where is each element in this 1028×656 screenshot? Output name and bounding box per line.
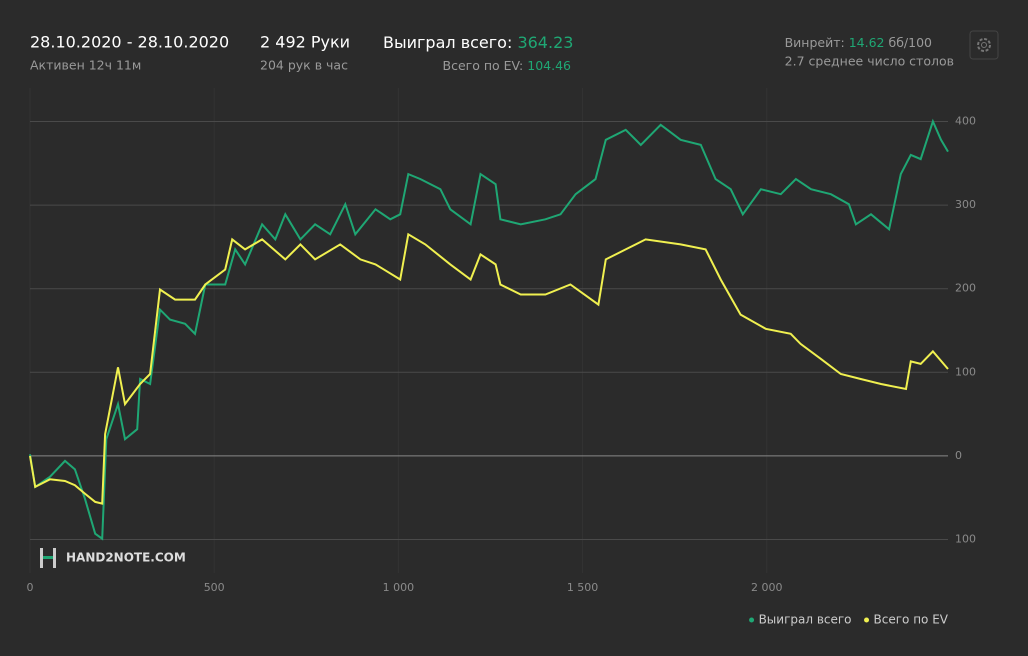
ev-total: Всего по EV: 104.46 [443,58,572,73]
series-line [29,232,949,505]
won-value: 364.23 [517,33,573,52]
won-label: Выиграл всего: [383,33,512,52]
active-time: Активен 12ч 11м [30,58,141,73]
logo: HAND2NOTE.COM [40,548,186,568]
legend-marker [864,617,870,623]
winrate-value: 14.62 [849,35,885,50]
hands: 2 492 Руки [260,33,350,52]
hands-per-hour: 204 рук в час [260,58,348,73]
x-tick-label: 1 500 [567,581,599,594]
x-tick-label: 1 000 [383,581,415,594]
settings-frame[interactable] [969,30,999,60]
y-tick-label: 400 [955,114,976,127]
series-line [29,118,949,541]
settings-gear-center[interactable] [981,42,987,48]
ev-label: Всего по EV: [443,58,524,73]
winrate: Винрейт: 14.62 бб/100 [785,35,932,50]
date-range: 28.10.2020 - 28.10.2020 [30,33,229,52]
legend-label: Всего по EV [874,613,949,627]
logo-mark [53,548,56,568]
settings-button[interactable] [969,30,999,60]
x-tick-label: 2 000 [751,581,783,594]
y-tick-label: 100 [955,365,976,378]
winrate-unit: бб/100 [889,35,933,50]
winrate-label: Винрейт: [785,35,845,50]
ev-value: 104.46 [527,58,571,73]
logo-mark [43,556,53,559]
settings-gear[interactable] [977,38,991,52]
tables: 2.7 среднее число столов [785,54,954,69]
legend-label: Выиграл всего [759,613,852,627]
logo-mark [40,548,43,568]
won-total: Выиграл всего: 364.23 [383,33,573,52]
x-tick-label: 0 [27,581,34,594]
legend-marker [749,617,755,623]
x-tick-label: 500 [204,581,225,594]
y-tick-label: 0 [955,449,962,462]
y-tick-label: 300 [955,198,976,211]
y-tick-label: 100 [955,533,976,546]
y-tick-label: 200 [955,282,976,295]
logo-text: HAND2NOTE.COM [66,551,186,565]
